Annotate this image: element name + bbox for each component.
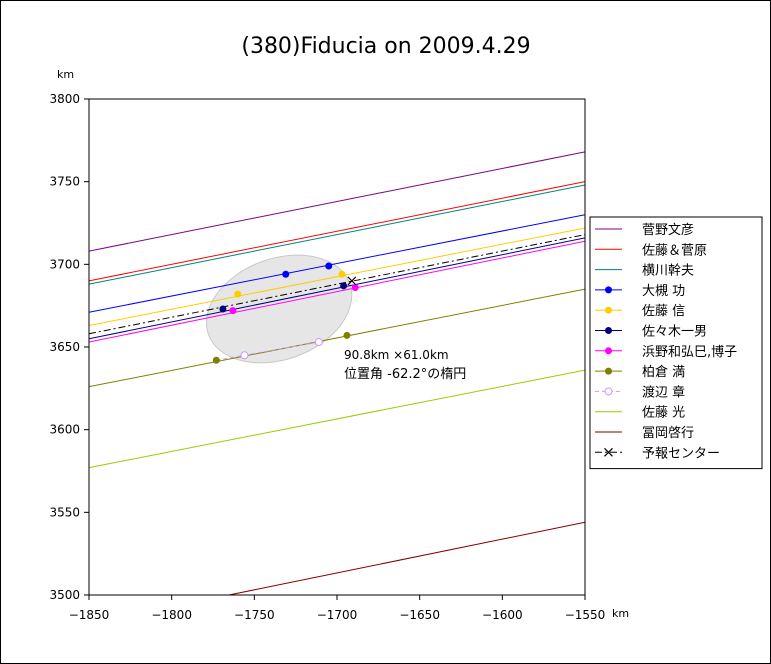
x-tick-label-0: −1850 — [69, 608, 110, 622]
legend-label-10: 冨岡啓行 — [642, 426, 694, 441]
x-tick-label-5: −1600 — [482, 608, 523, 622]
series-point-6-1 — [351, 283, 359, 291]
series-point-3-1 — [325, 262, 333, 270]
y-tick-label-5: 3750 — [49, 175, 80, 189]
ellipse-angle-annotation: 位置角 -62.2°の楕円 — [344, 367, 466, 382]
legend-label-1: 佐藤＆菅原 — [642, 243, 707, 258]
y-tick-label-2: 3600 — [49, 423, 80, 437]
x-tick-label-3: −1700 — [317, 608, 358, 622]
chart-title: (380)Fiducia on 2009.4.29 — [241, 34, 530, 59]
series-point-5-1 — [340, 282, 348, 290]
series-point-8-1 — [314, 338, 323, 347]
y-tick-label-3: 3650 — [49, 340, 80, 354]
series-point-6-0 — [229, 307, 237, 315]
legend-label-6: 浜野和弘巳,博子 — [642, 345, 737, 360]
legend-marker-8 — [604, 387, 613, 396]
series-line-8 — [216, 341, 319, 361]
legend-box — [589, 216, 763, 470]
x-axis-unit: km — [612, 607, 629, 620]
legend-label-9: 佐藤 光 — [642, 406, 685, 421]
legend-marker-5 — [605, 327, 612, 334]
y-tick-label-1: 3550 — [49, 505, 80, 519]
series-line-6 — [89, 240, 585, 343]
ellipse-size-annotation: 90.8km ×61.0km — [344, 348, 449, 362]
legend-marker-11 — [604, 447, 613, 457]
y-tick-label-4: 3700 — [49, 257, 80, 271]
series-point-7-0 — [212, 356, 220, 364]
legend-marker-4 — [605, 306, 612, 314]
x-tick-label-1: −1800 — [151, 608, 192, 622]
legend-label-0: 菅野文彦 — [642, 222, 694, 238]
plot-border — [88, 98, 586, 596]
y-tick-label-6: 3800 — [49, 92, 80, 106]
x-tick-label-4: −1650 — [399, 608, 440, 622]
series-line-5 — [89, 237, 585, 340]
series-point-7-1 — [343, 331, 351, 339]
series-line-7 — [89, 288, 585, 388]
legend-marker-7 — [605, 367, 612, 375]
y-axis-unit: km — [57, 68, 74, 81]
series-point-8-0 — [240, 351, 249, 360]
legend-label-11: 予報センター — [642, 446, 720, 461]
series-line-0 — [89, 151, 585, 252]
legend-label-2: 横川幹夫 — [642, 263, 694, 279]
legend-label-7: 柏倉 満 — [642, 365, 685, 380]
legend-marker-6 — [605, 347, 612, 355]
plot-area: 3500 3550 3600 3650 3700 3750 3800 −1850 −1800 −1… — [49, 92, 605, 622]
series-line-11 — [89, 234, 585, 335]
series-line-2 — [89, 184, 585, 285]
x-tick-label-6: −1550 — [565, 608, 606, 622]
series-point-11-0 — [347, 276, 357, 286]
series-point-3-0 — [282, 270, 290, 278]
series-line-3 — [89, 214, 585, 313]
x-tick-label-2: −1750 — [234, 608, 275, 622]
legend-label-5: 佐々木一男 — [642, 325, 707, 340]
series-point-5-0 — [219, 305, 227, 313]
series-line-4 — [89, 227, 585, 326]
series-point-4-0 — [234, 290, 242, 298]
series-line-10 — [226, 521, 585, 595]
series-line-9 — [89, 369, 585, 469]
legend-label-4: 佐藤 信 — [642, 304, 685, 319]
y-tick-label-0: 3500 — [49, 588, 80, 602]
series-line-1 — [89, 181, 585, 282]
legend-marker-3 — [605, 286, 612, 294]
legend-label-3: 大槻 功 — [642, 283, 685, 299]
legend-label-8: 渡辺 章 — [642, 384, 685, 400]
series-point-4-1 — [338, 270, 346, 278]
